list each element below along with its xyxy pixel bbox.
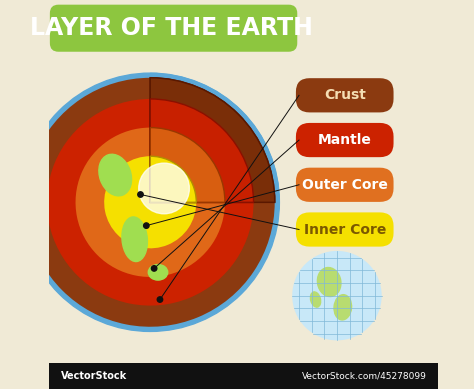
Wedge shape	[150, 128, 225, 202]
Text: LAYER OF THE EARTH: LAYER OF THE EARTH	[30, 16, 313, 40]
FancyBboxPatch shape	[296, 212, 393, 247]
Circle shape	[151, 266, 157, 271]
Ellipse shape	[64, 160, 97, 205]
Ellipse shape	[101, 133, 145, 194]
Ellipse shape	[122, 217, 147, 261]
Wedge shape	[150, 78, 275, 202]
Circle shape	[139, 163, 190, 214]
Circle shape	[21, 73, 279, 331]
Ellipse shape	[318, 268, 341, 296]
Text: VectorStock.com/45278099: VectorStock.com/45278099	[301, 371, 427, 380]
Text: Crust: Crust	[324, 88, 365, 102]
FancyBboxPatch shape	[296, 78, 393, 112]
Wedge shape	[150, 156, 196, 202]
Ellipse shape	[148, 265, 168, 280]
Wedge shape	[150, 99, 254, 202]
Text: Mantle: Mantle	[318, 133, 372, 147]
Wedge shape	[26, 78, 275, 327]
Text: VectorStock: VectorStock	[61, 371, 127, 381]
Bar	[49, 363, 438, 389]
Wedge shape	[150, 99, 254, 202]
Ellipse shape	[173, 169, 197, 204]
Wedge shape	[75, 128, 225, 277]
Wedge shape	[150, 73, 280, 202]
FancyBboxPatch shape	[296, 168, 393, 202]
Wedge shape	[104, 156, 196, 248]
Ellipse shape	[94, 247, 129, 274]
Ellipse shape	[334, 295, 352, 320]
Ellipse shape	[121, 214, 148, 261]
Ellipse shape	[75, 191, 101, 229]
Wedge shape	[47, 99, 254, 306]
Wedge shape	[150, 78, 275, 202]
Circle shape	[138, 192, 143, 197]
Wedge shape	[150, 156, 196, 202]
Text: Inner Core: Inner Core	[303, 223, 386, 237]
Wedge shape	[150, 128, 225, 202]
FancyBboxPatch shape	[50, 5, 297, 52]
Text: Outer Core: Outer Core	[302, 178, 388, 192]
Circle shape	[157, 297, 163, 302]
Circle shape	[292, 251, 382, 340]
Ellipse shape	[310, 292, 321, 307]
FancyBboxPatch shape	[296, 123, 393, 157]
Ellipse shape	[99, 154, 132, 196]
Ellipse shape	[156, 231, 183, 251]
Circle shape	[144, 223, 149, 228]
